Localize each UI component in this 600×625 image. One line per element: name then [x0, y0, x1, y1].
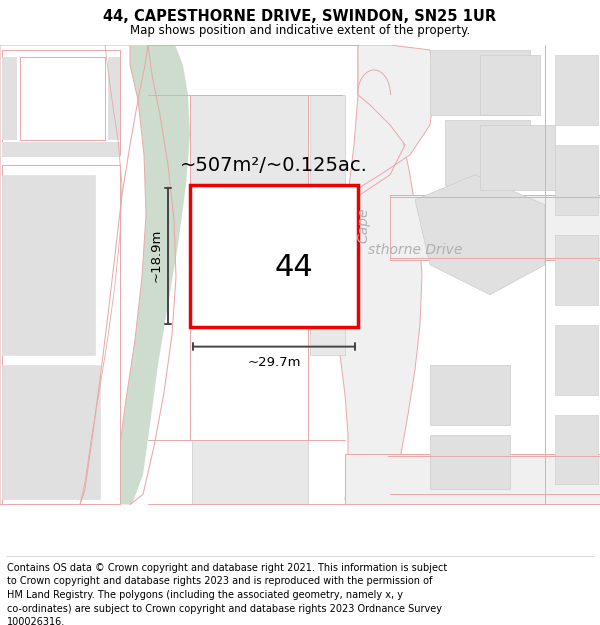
Bar: [190, 185, 358, 327]
Bar: [480, 125, 555, 190]
Text: sthorne Drive: sthorne Drive: [368, 242, 463, 257]
Text: ~507m²/~0.125ac.: ~507m²/~0.125ac.: [180, 156, 368, 175]
Bar: [555, 145, 598, 215]
Polygon shape: [20, 57, 105, 140]
Text: ~18.9m: ~18.9m: [150, 229, 163, 282]
Text: 44, CAPESTHORNE DRIVE, SWINDON, SN25 1UR: 44, CAPESTHORNE DRIVE, SWINDON, SN25 1UR: [103, 9, 497, 24]
Polygon shape: [310, 95, 345, 354]
Polygon shape: [415, 175, 545, 295]
Polygon shape: [115, 45, 190, 504]
Bar: [555, 55, 598, 125]
Text: Map shows position and indicative extent of the property.: Map shows position and indicative extent…: [130, 24, 470, 37]
Polygon shape: [348, 45, 435, 195]
Text: Contains OS data © Crown copyright and database right 2021. This information is : Contains OS data © Crown copyright and d…: [7, 563, 448, 625]
Text: Cape: Cape: [356, 207, 370, 242]
Bar: [480, 55, 540, 115]
Bar: [445, 120, 530, 185]
Bar: [555, 235, 598, 304]
Polygon shape: [340, 45, 422, 499]
Bar: [555, 414, 598, 484]
Bar: [555, 324, 598, 394]
Polygon shape: [2, 364, 100, 499]
Polygon shape: [192, 439, 308, 504]
Bar: [108, 57, 120, 140]
Bar: [2, 142, 120, 157]
Polygon shape: [390, 195, 600, 260]
Bar: [430, 434, 510, 489]
Polygon shape: [2, 175, 95, 354]
Bar: [430, 364, 510, 424]
Text: 44: 44: [275, 253, 314, 282]
Polygon shape: [345, 454, 600, 504]
Bar: [430, 50, 530, 115]
Polygon shape: [2, 50, 120, 155]
Polygon shape: [2, 165, 120, 504]
Text: ~29.7m: ~29.7m: [247, 356, 301, 369]
Polygon shape: [0, 45, 146, 504]
Polygon shape: [190, 95, 308, 195]
Bar: [2, 57, 17, 140]
